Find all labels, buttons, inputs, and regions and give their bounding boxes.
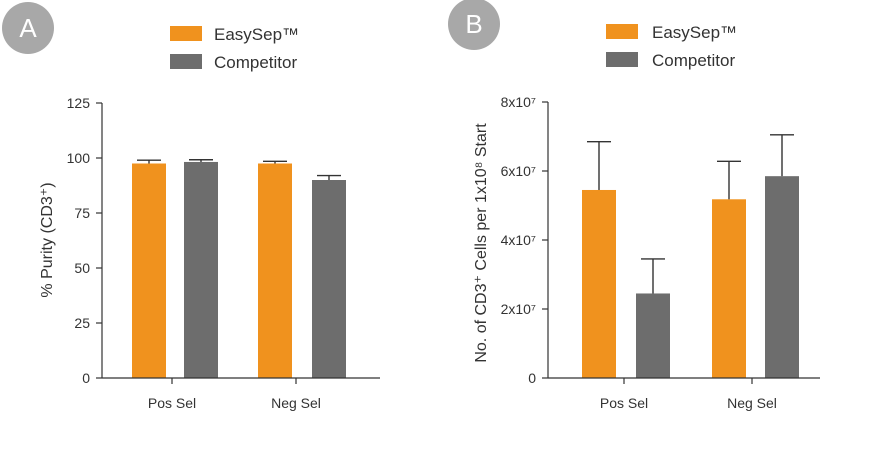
panel-a-y-tick-label-0: 0	[82, 370, 90, 386]
panel-a-bars	[132, 161, 346, 378]
panel-a-legend-swatch-competitor	[170, 54, 202, 69]
panel-a-bar-competitor-1	[184, 161, 218, 378]
panel-b-bar-easysep-2	[712, 199, 746, 378]
panel-b-badge	[448, 0, 500, 50]
panel-a-legend: EasySep™ Competitor	[170, 25, 299, 72]
panel-b-y-ticks: 0 2x10⁷ 4x10⁷ 6x10⁷ 8x10⁷	[501, 94, 548, 386]
panel-b-legend-swatch-competitor	[606, 52, 638, 67]
panel-a-y-tick-label-2: 50	[74, 260, 90, 276]
panel-b-y-tick-label-3: 6x10⁷	[501, 163, 536, 179]
panel-a-y-tick-label-5: 125	[67, 95, 91, 111]
panel-a-legend-label-easysep: EasySep™	[214, 25, 299, 44]
panel-a-bar-easysep-1	[132, 163, 166, 378]
panel-b-y-tick-label-0: 0	[528, 370, 536, 386]
panel-b-x-ticks: Pos Sel Neg Sel	[600, 378, 777, 411]
panel-a-x-ticks: Pos Sel Neg Sel	[148, 378, 321, 411]
panel-b-error-bars	[587, 134, 794, 294]
panel-a-y-tick-label-1: 25	[74, 315, 90, 331]
panel-b-legend-label-competitor: Competitor	[652, 51, 735, 70]
panel-a-legend-label-competitor: Competitor	[214, 53, 297, 72]
panel-b-bar-competitor-2	[765, 176, 799, 378]
panel-b-y-tick-label-2: 4x10⁷	[501, 232, 536, 248]
panel-b-category-label-2: Neg Sel	[727, 395, 777, 411]
panel-b-legend: EasySep™ Competitor	[606, 23, 737, 70]
panel-a-y-ticks: 0 25 50 75 100 125	[67, 95, 102, 386]
panel-a-bar-competitor-2	[312, 180, 346, 378]
panel-b-bar-easysep-1	[582, 189, 616, 378]
panel-b-legend-swatch-easysep	[606, 24, 638, 39]
panel-b-y-tick-label-1: 2x10⁷	[501, 301, 536, 317]
panel-a-error-bars	[137, 159, 341, 180]
panel-a-category-label-2: Neg Sel	[271, 395, 321, 411]
panel-b-y-tick-label-4: 8x10⁷	[501, 94, 536, 110]
panel-b-y-axis-label: No. of CD3⁺ Cells per 1x10⁸ Start	[473, 123, 490, 363]
panel-b-badge-label: B	[465, 9, 482, 39]
panel-b: B EasySep™ Competitor No. of CD3⁺ Cells …	[448, 0, 820, 411]
panel-a: A EasySep™ Competitor % Purity (CD3⁺) 0 2…	[2, 2, 380, 411]
panel-a-y-tick-label-3: 75	[74, 205, 90, 221]
panel-a-category-label-1: Pos Sel	[148, 395, 196, 411]
panel-b-bar-competitor-1	[636, 293, 670, 378]
panel-a-badge	[2, 2, 54, 54]
panel-a-y-axis-label: % Purity (CD3⁺)	[39, 182, 56, 297]
panel-b-legend-label-easysep: EasySep™	[652, 23, 737, 42]
panel-b-category-label-1: Pos Sel	[600, 395, 648, 411]
panel-b-bars	[582, 176, 799, 378]
panel-a-badge-label: A	[19, 13, 37, 43]
panel-a-y-tick-label-4: 100	[67, 150, 91, 166]
panel-a-legend-swatch-easysep	[170, 26, 202, 41]
panel-a-bar-easysep-2	[258, 163, 292, 378]
